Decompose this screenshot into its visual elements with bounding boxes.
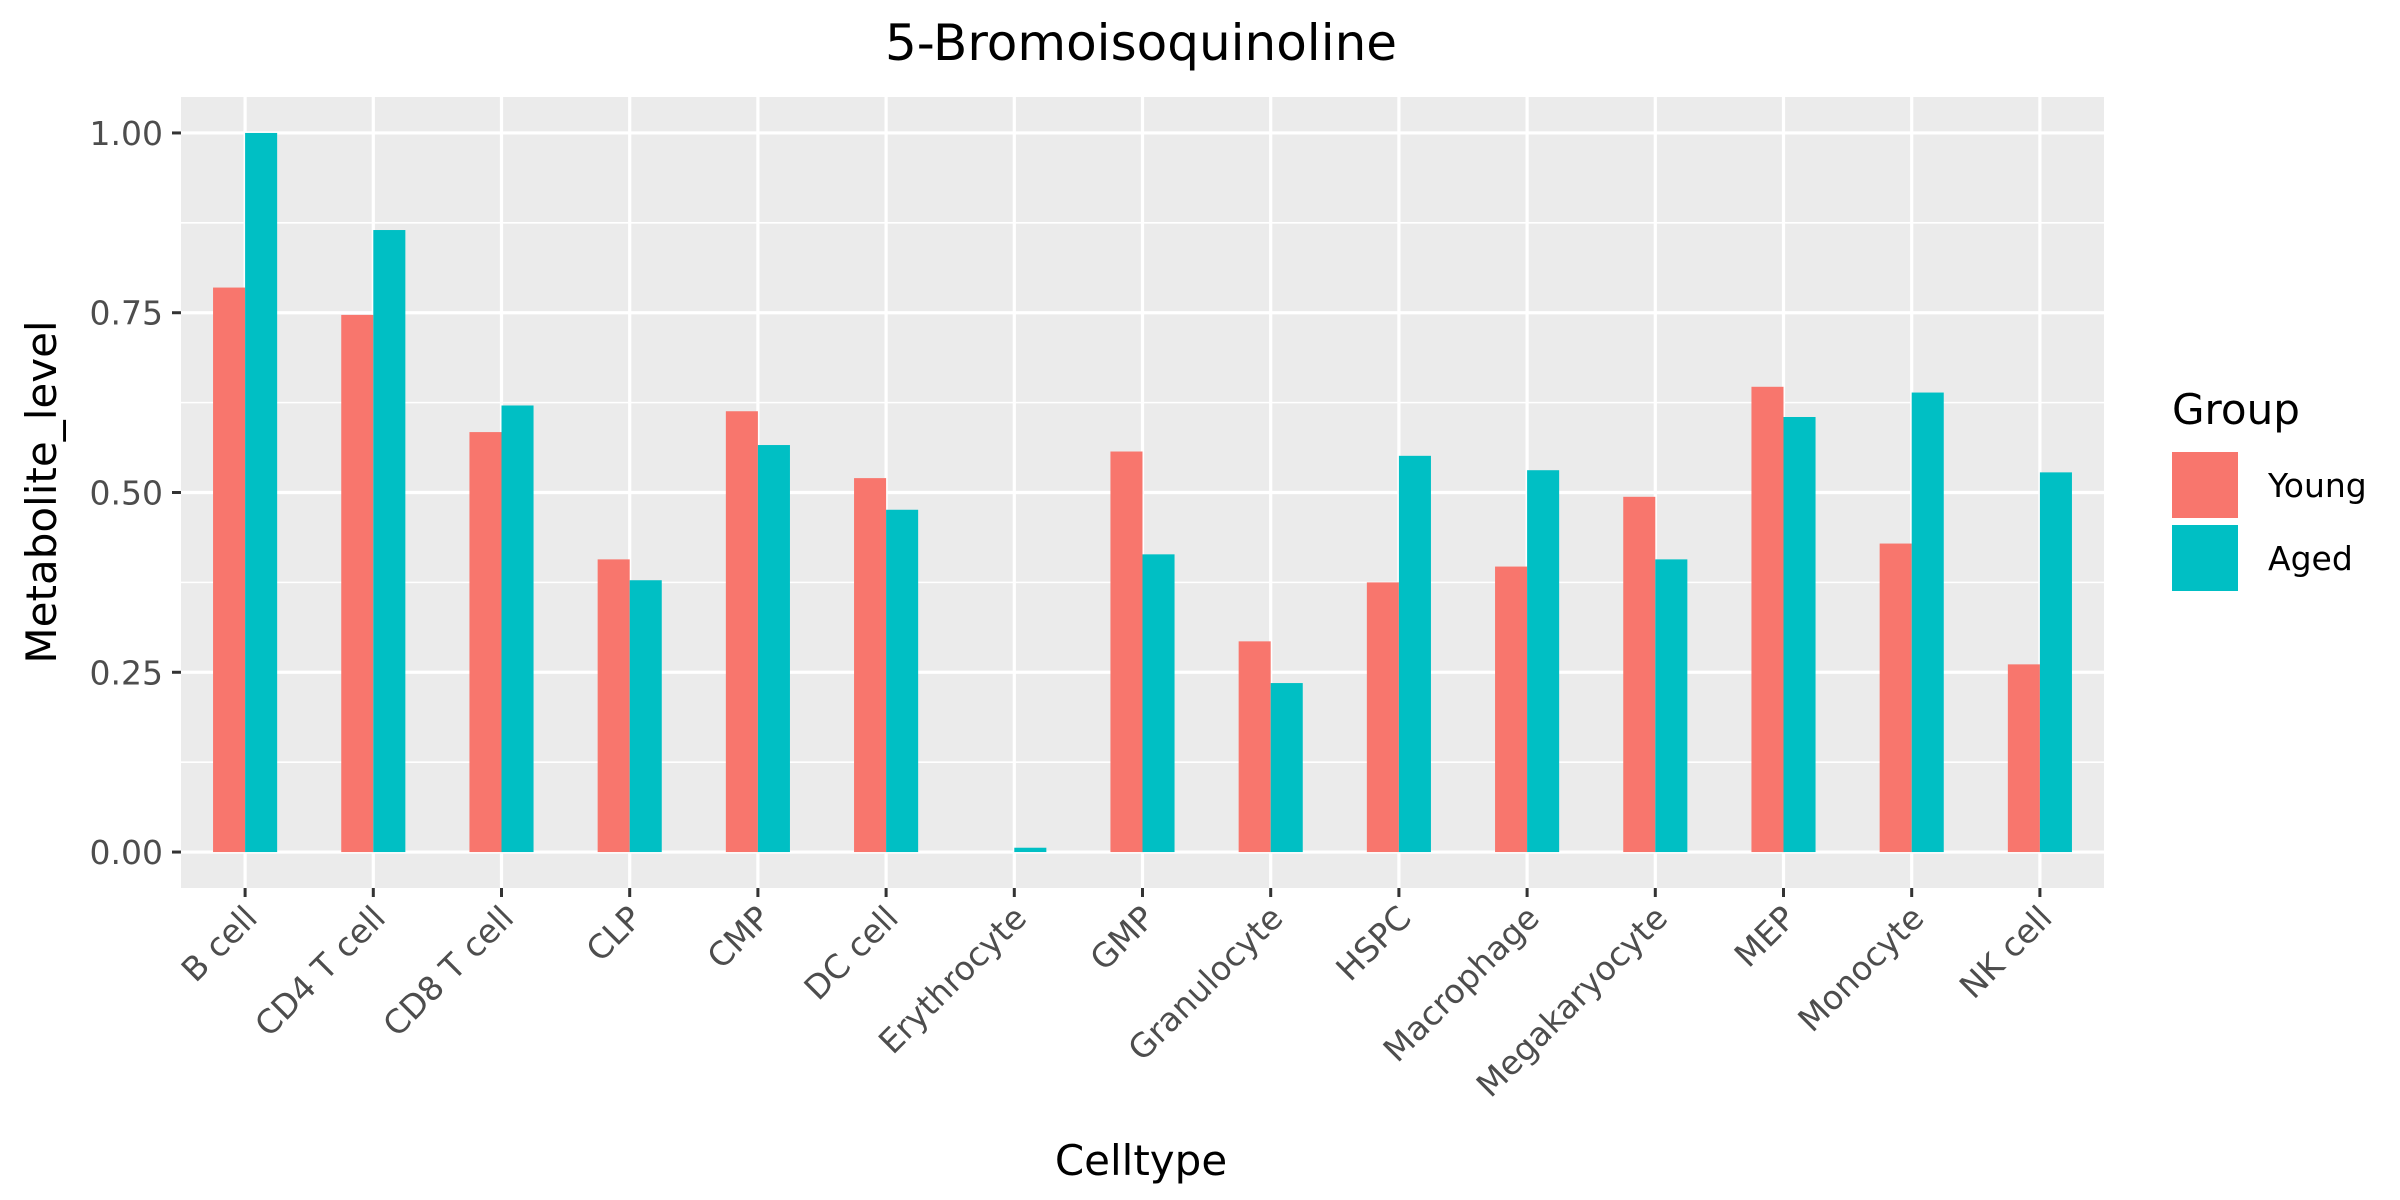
bar-aged-cd4-t-cell [373,230,406,853]
x-tick-label: DC cell [796,898,905,1007]
bar-aged-erythrocyte [1014,847,1047,853]
bar-aged-gmp [1142,554,1175,853]
bar-aged-clp [629,580,662,853]
x-tick-label: HSPC [1328,898,1418,988]
bar-young-granulocyte [1238,641,1271,853]
bar-young-cd4-t-cell [341,314,374,853]
bar-aged-nk-cell [2039,472,2072,853]
chart-title: 5-Bromoisoquinoline [885,14,1397,72]
bar-aged-granulocyte [1270,683,1303,853]
y-tick-label: 1.00 [90,114,163,153]
bar-young-macrophage [1495,566,1528,853]
x-tick-label: CD4 T cell [247,898,393,1044]
x-tick-label: CLP [578,898,649,969]
x-tick-label: B cell [174,898,265,989]
legend-key-aged [2172,525,2238,591]
bar-aged-b-cell [245,132,278,853]
legend-title: Group [2172,385,2300,434]
bar-aged-cd8-t-cell [501,405,534,853]
bar-young-gmp [1110,451,1143,853]
bar-young-nk-cell [2007,664,2040,853]
bar-aged-cmp [757,445,790,853]
x-tick-label: CD8 T cell [375,898,521,1044]
y-tick-label: 0.75 [90,294,163,333]
bar-aged-monocyte [1911,392,1944,853]
x-tick-label: MEP [1727,898,1804,975]
bar-young-cd8-t-cell [469,432,502,853]
y-tick-label: 0.25 [90,653,163,692]
legend: Group Young Aged [2172,385,2367,591]
y-axis: 0.00 0.25 0.50 0.75 1.00 [90,114,181,872]
x-tick-label: NK cell [1952,898,2060,1006]
bar-aged-mep [1783,416,1816,853]
legend-key-young [2172,452,2238,518]
bar-young-monocyte [1879,543,1912,853]
bar-young-megakaryocyte [1623,496,1656,853]
x-tick-label: Monocyte [1790,898,1931,1039]
bar-young-dc-cell [854,478,887,853]
bar-aged-macrophage [1527,470,1560,853]
legend-label-young: Young [2267,466,2367,505]
y-axis-title: Metabolite_level [17,320,66,663]
bar-young-clp [597,559,630,853]
y-tick-label: 0.50 [90,474,163,513]
bar-young-hspc [1366,582,1399,853]
bar-young-cmp [725,411,758,853]
bar-aged-dc-cell [886,509,919,853]
legend-label-aged: Aged [2268,539,2353,578]
bars [213,132,2072,853]
y-tick-label: 0.00 [90,833,163,872]
bar-aged-hspc [1398,455,1431,853]
bar-young-b-cell [213,287,246,853]
x-tick-label: CMP [699,898,777,976]
x-tick-label: GMP [1082,898,1162,978]
x-axis-title: Celltype [1055,1136,1227,1185]
bar-young-mep [1751,386,1784,853]
bar-aged-megakaryocyte [1655,559,1688,853]
